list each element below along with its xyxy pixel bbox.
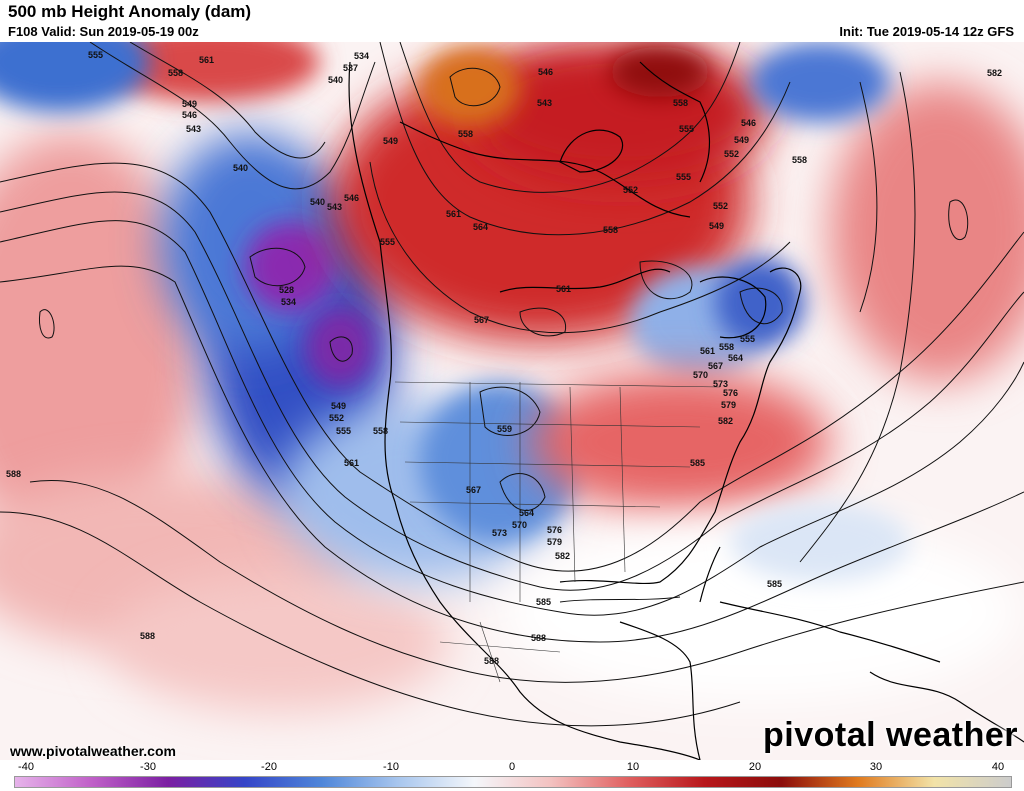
contour-label: 543 <box>186 124 201 134</box>
contour-labels: 555 558 561 534 537 540 546 558 558 555 … <box>6 50 1002 666</box>
contour-label: 558 <box>458 129 473 139</box>
colorbar-tick: 40 <box>991 761 1005 773</box>
contour-label: 540 <box>328 75 343 85</box>
contour-label: 552 <box>329 413 344 423</box>
colorbar-tick: 10 <box>626 761 640 773</box>
contour-label: 579 <box>721 400 736 410</box>
contour-label: 588 <box>140 631 155 641</box>
contour-label: 546 <box>538 67 553 77</box>
contour-label: 552 <box>713 201 728 211</box>
contour-label: 570 <box>512 520 527 530</box>
height-contours <box>0 42 1024 727</box>
contour-label: 558 <box>603 225 618 235</box>
contour-label: 558 <box>673 98 688 108</box>
coastlines <box>348 61 1024 760</box>
contour-label: 558 <box>719 342 734 352</box>
contour-label: 543 <box>327 202 342 212</box>
contour-label: 546 <box>344 193 359 203</box>
contour-label: 546 <box>741 118 756 128</box>
valid-time: F108 Valid: Sun 2019-05-19 00z <box>8 24 199 39</box>
contour-label: 549 <box>383 136 398 146</box>
contour-label: 540 <box>310 197 325 207</box>
init-time: Init: Tue 2019-05-14 12z GFS <box>839 24 1014 39</box>
contour-label: 567 <box>708 361 723 371</box>
contour-label: 555 <box>88 50 103 60</box>
contour-label: 552 <box>724 149 739 159</box>
contour-label: 558 <box>168 68 183 78</box>
contour-label: 561 <box>446 209 461 219</box>
colorbar-ticks: -40 -30 -20 -10 0 10 20 30 40 <box>0 760 1024 774</box>
colorbar-tick: -10 <box>383 761 399 773</box>
colorbar-tick: 20 <box>748 761 762 773</box>
colorbar-gradient <box>14 776 1012 788</box>
contour-label: 534 <box>354 51 369 61</box>
contour-label: 555 <box>380 237 395 247</box>
contour-label: 546 <box>182 110 197 120</box>
contour-label: 576 <box>547 525 562 535</box>
contour-label: 564 <box>473 222 488 232</box>
contour-label: 582 <box>718 416 733 426</box>
contour-label: 588 <box>531 633 546 643</box>
contour-label: 585 <box>767 579 782 589</box>
contour-label: 558 <box>373 426 388 436</box>
map-title: 500 mb Height Anomaly (dam) <box>8 2 252 21</box>
contour-label: 564 <box>519 508 534 518</box>
colorbar-tick: -40 <box>18 761 34 773</box>
colorbar: -40 -30 -20 -10 0 10 20 30 40 <box>0 760 1024 791</box>
contour-label: 555 <box>740 334 755 344</box>
contour-label: 534 <box>281 297 296 307</box>
contour-label: 528 <box>279 285 294 295</box>
contour-label: 573 <box>713 379 728 389</box>
contour-label: 564 <box>728 353 743 363</box>
contour-label: 582 <box>555 551 570 561</box>
contour-label: 585 <box>536 597 551 607</box>
contour-label: 588 <box>6 469 21 479</box>
header-bar: 500 mb Height Anomaly (dam) F108 Valid: … <box>0 0 1024 42</box>
colorbar-tick: -30 <box>140 761 156 773</box>
political-boundaries <box>394 381 721 683</box>
contour-label: 549 <box>331 401 346 411</box>
website-url[interactable]: www.pivotalweather.com <box>10 743 176 759</box>
contour-label: 582 <box>987 68 1002 78</box>
contour-label: 549 <box>182 99 197 109</box>
brand-logo: pivotal weather <box>762 716 1018 754</box>
contour-label: 555 <box>676 172 691 182</box>
contour-label: 540 <box>233 163 248 173</box>
contour-label: 561 <box>700 346 715 356</box>
contour-label: 558 <box>792 155 807 165</box>
contour-label: 576 <box>723 388 738 398</box>
contour-label: 567 <box>474 315 489 325</box>
contour-label: 537 <box>343 63 358 73</box>
anomaly-map[interactable]: 555 558 561 534 537 540 546 558 558 555 … <box>0 42 1024 760</box>
contour-label: 579 <box>547 537 562 547</box>
contour-label: 567 <box>466 485 481 495</box>
contour-label: 561 <box>556 284 571 294</box>
colorbar-tick: 30 <box>869 761 883 773</box>
contour-label: 549 <box>734 135 749 145</box>
colorbar-tick: 0 <box>508 761 516 773</box>
map-canvas: 555 558 561 534 537 540 546 558 558 555 … <box>0 42 1024 760</box>
colorbar-tick: -20 <box>261 761 277 773</box>
contour-label: 561 <box>199 55 214 65</box>
contour-label: 552 <box>623 185 638 195</box>
contour-label: 570 <box>693 370 708 380</box>
contour-label: 555 <box>336 426 351 436</box>
contour-label: 588 <box>484 656 499 666</box>
contour-label: 573 <box>492 528 507 538</box>
contour-label: 555 <box>679 124 694 134</box>
contour-label: 559 <box>497 424 512 434</box>
contour-label: 561 <box>344 458 359 468</box>
contour-label: 585 <box>690 458 705 468</box>
contour-label: 543 <box>537 98 552 108</box>
contour-label: 549 <box>709 221 724 231</box>
